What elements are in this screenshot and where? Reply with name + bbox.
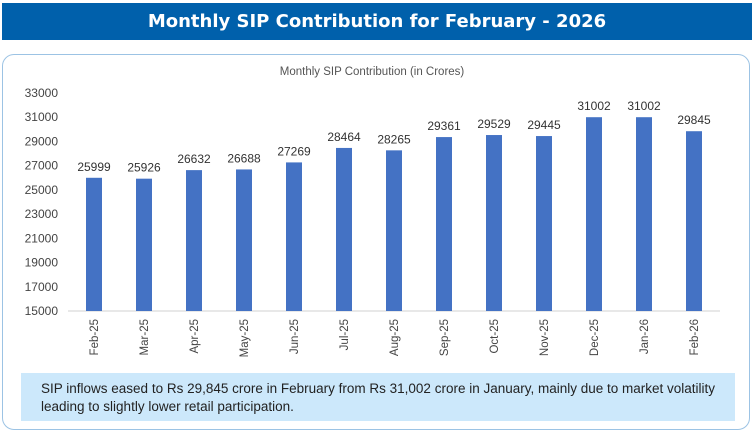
data-label: 29529: [477, 117, 511, 131]
data-label: 31002: [577, 99, 611, 113]
x-tick-label: Aug-25: [389, 319, 401, 356]
x-tick-label: Dec-25: [589, 319, 601, 356]
x-tick-label: Jul-25: [339, 319, 351, 350]
bar: [536, 136, 552, 311]
data-label: 29361: [427, 119, 461, 133]
x-tick-label: Feb-26: [689, 319, 701, 355]
bar: [136, 178, 152, 311]
y-tick-label: 17000: [25, 280, 59, 294]
bar: [386, 150, 402, 311]
summary-note: SIP inflows eased to Rs 29,845 crore in …: [21, 373, 735, 421]
y-tick-label: 25000: [25, 183, 59, 197]
y-tick-label: 27000: [25, 159, 59, 173]
x-tick-label: Feb-25: [89, 319, 101, 355]
data-label: 31002: [627, 99, 661, 113]
x-tick-label: Oct-25: [489, 319, 501, 354]
y-tick-label: 23000: [25, 207, 59, 221]
bar: [586, 117, 602, 311]
data-label: 29845: [677, 113, 711, 127]
bar: [186, 170, 202, 311]
bar: [486, 135, 502, 311]
x-tick-label: May-25: [239, 319, 251, 357]
data-label: 29445: [527, 118, 561, 132]
data-label: 25999: [77, 160, 111, 174]
bar: [636, 117, 652, 311]
summary-text: SIP inflows eased to Rs 29,845 crore in …: [41, 381, 716, 414]
page-header: Monthly SIP Contribution for February - …: [2, 3, 752, 40]
chart-card: [2, 54, 750, 430]
y-tick-label: 19000: [25, 256, 59, 270]
x-tick-label: Apr-25: [189, 319, 201, 354]
bar: [236, 169, 252, 311]
bar: [686, 131, 702, 311]
bar: [436, 137, 452, 311]
x-tick-label: Jan-26: [639, 319, 651, 354]
y-tick-label: 33000: [25, 86, 59, 100]
bar: [286, 162, 302, 311]
data-label: 26632: [177, 152, 211, 166]
data-label: 28265: [377, 132, 411, 146]
y-tick-label: 31000: [25, 110, 59, 124]
data-label: 25926: [127, 161, 161, 175]
chart-title: Monthly SIP Contribution (in Crores): [280, 66, 465, 78]
bar: [86, 177, 102, 311]
x-tick-label: Mar-25: [139, 319, 151, 355]
y-tick-label: 21000: [25, 231, 59, 245]
y-tick-label: 15000: [25, 304, 59, 318]
x-tick-label: Nov-25: [539, 319, 551, 356]
page-title: Monthly SIP Contribution for February - …: [147, 11, 607, 32]
data-label: 26688: [227, 151, 261, 165]
bar: [336, 147, 352, 311]
data-label: 27269: [277, 144, 311, 158]
x-tick-label: Sep-25: [439, 319, 451, 356]
x-tick-label: Jun-25: [289, 319, 301, 354]
y-tick-label: 29000: [25, 134, 59, 148]
data-label: 28464: [327, 130, 361, 144]
